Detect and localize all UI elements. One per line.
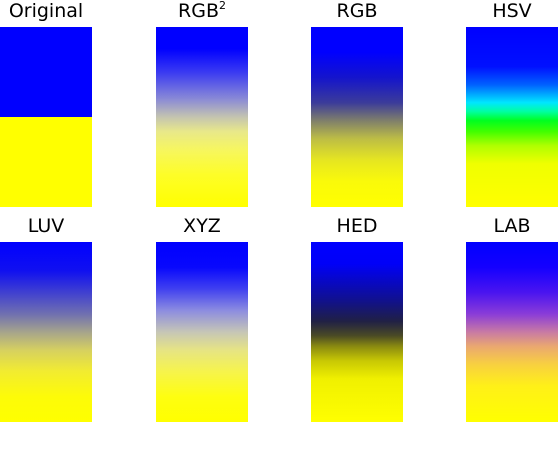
panel-title: XYZ bbox=[183, 215, 221, 237]
panel-title: HSV bbox=[492, 0, 532, 22]
panel-title-text: RGB bbox=[178, 0, 219, 22]
gradient-swatch-hed bbox=[311, 242, 403, 422]
gradient-swatch-luv bbox=[0, 242, 92, 422]
panel-title: Original bbox=[8, 0, 84, 22]
gradient-swatch-xyz bbox=[156, 242, 248, 422]
gradient-swatch-rgb2 bbox=[156, 27, 248, 207]
panel-title: LUV bbox=[27, 215, 65, 237]
gradient-swatch-original bbox=[0, 27, 92, 207]
panel-title-superscript: 2 bbox=[218, 0, 226, 12]
panel-title: HED bbox=[336, 215, 378, 237]
gradient-swatch-hsv bbox=[466, 27, 558, 207]
panel-title: RGB2 bbox=[126, 0, 278, 22]
gradient-swatch-lab bbox=[466, 242, 558, 422]
panel-title: RGB bbox=[336, 0, 378, 22]
gradient-swatch-rgb bbox=[311, 27, 403, 207]
panel-title: LAB bbox=[493, 215, 531, 237]
